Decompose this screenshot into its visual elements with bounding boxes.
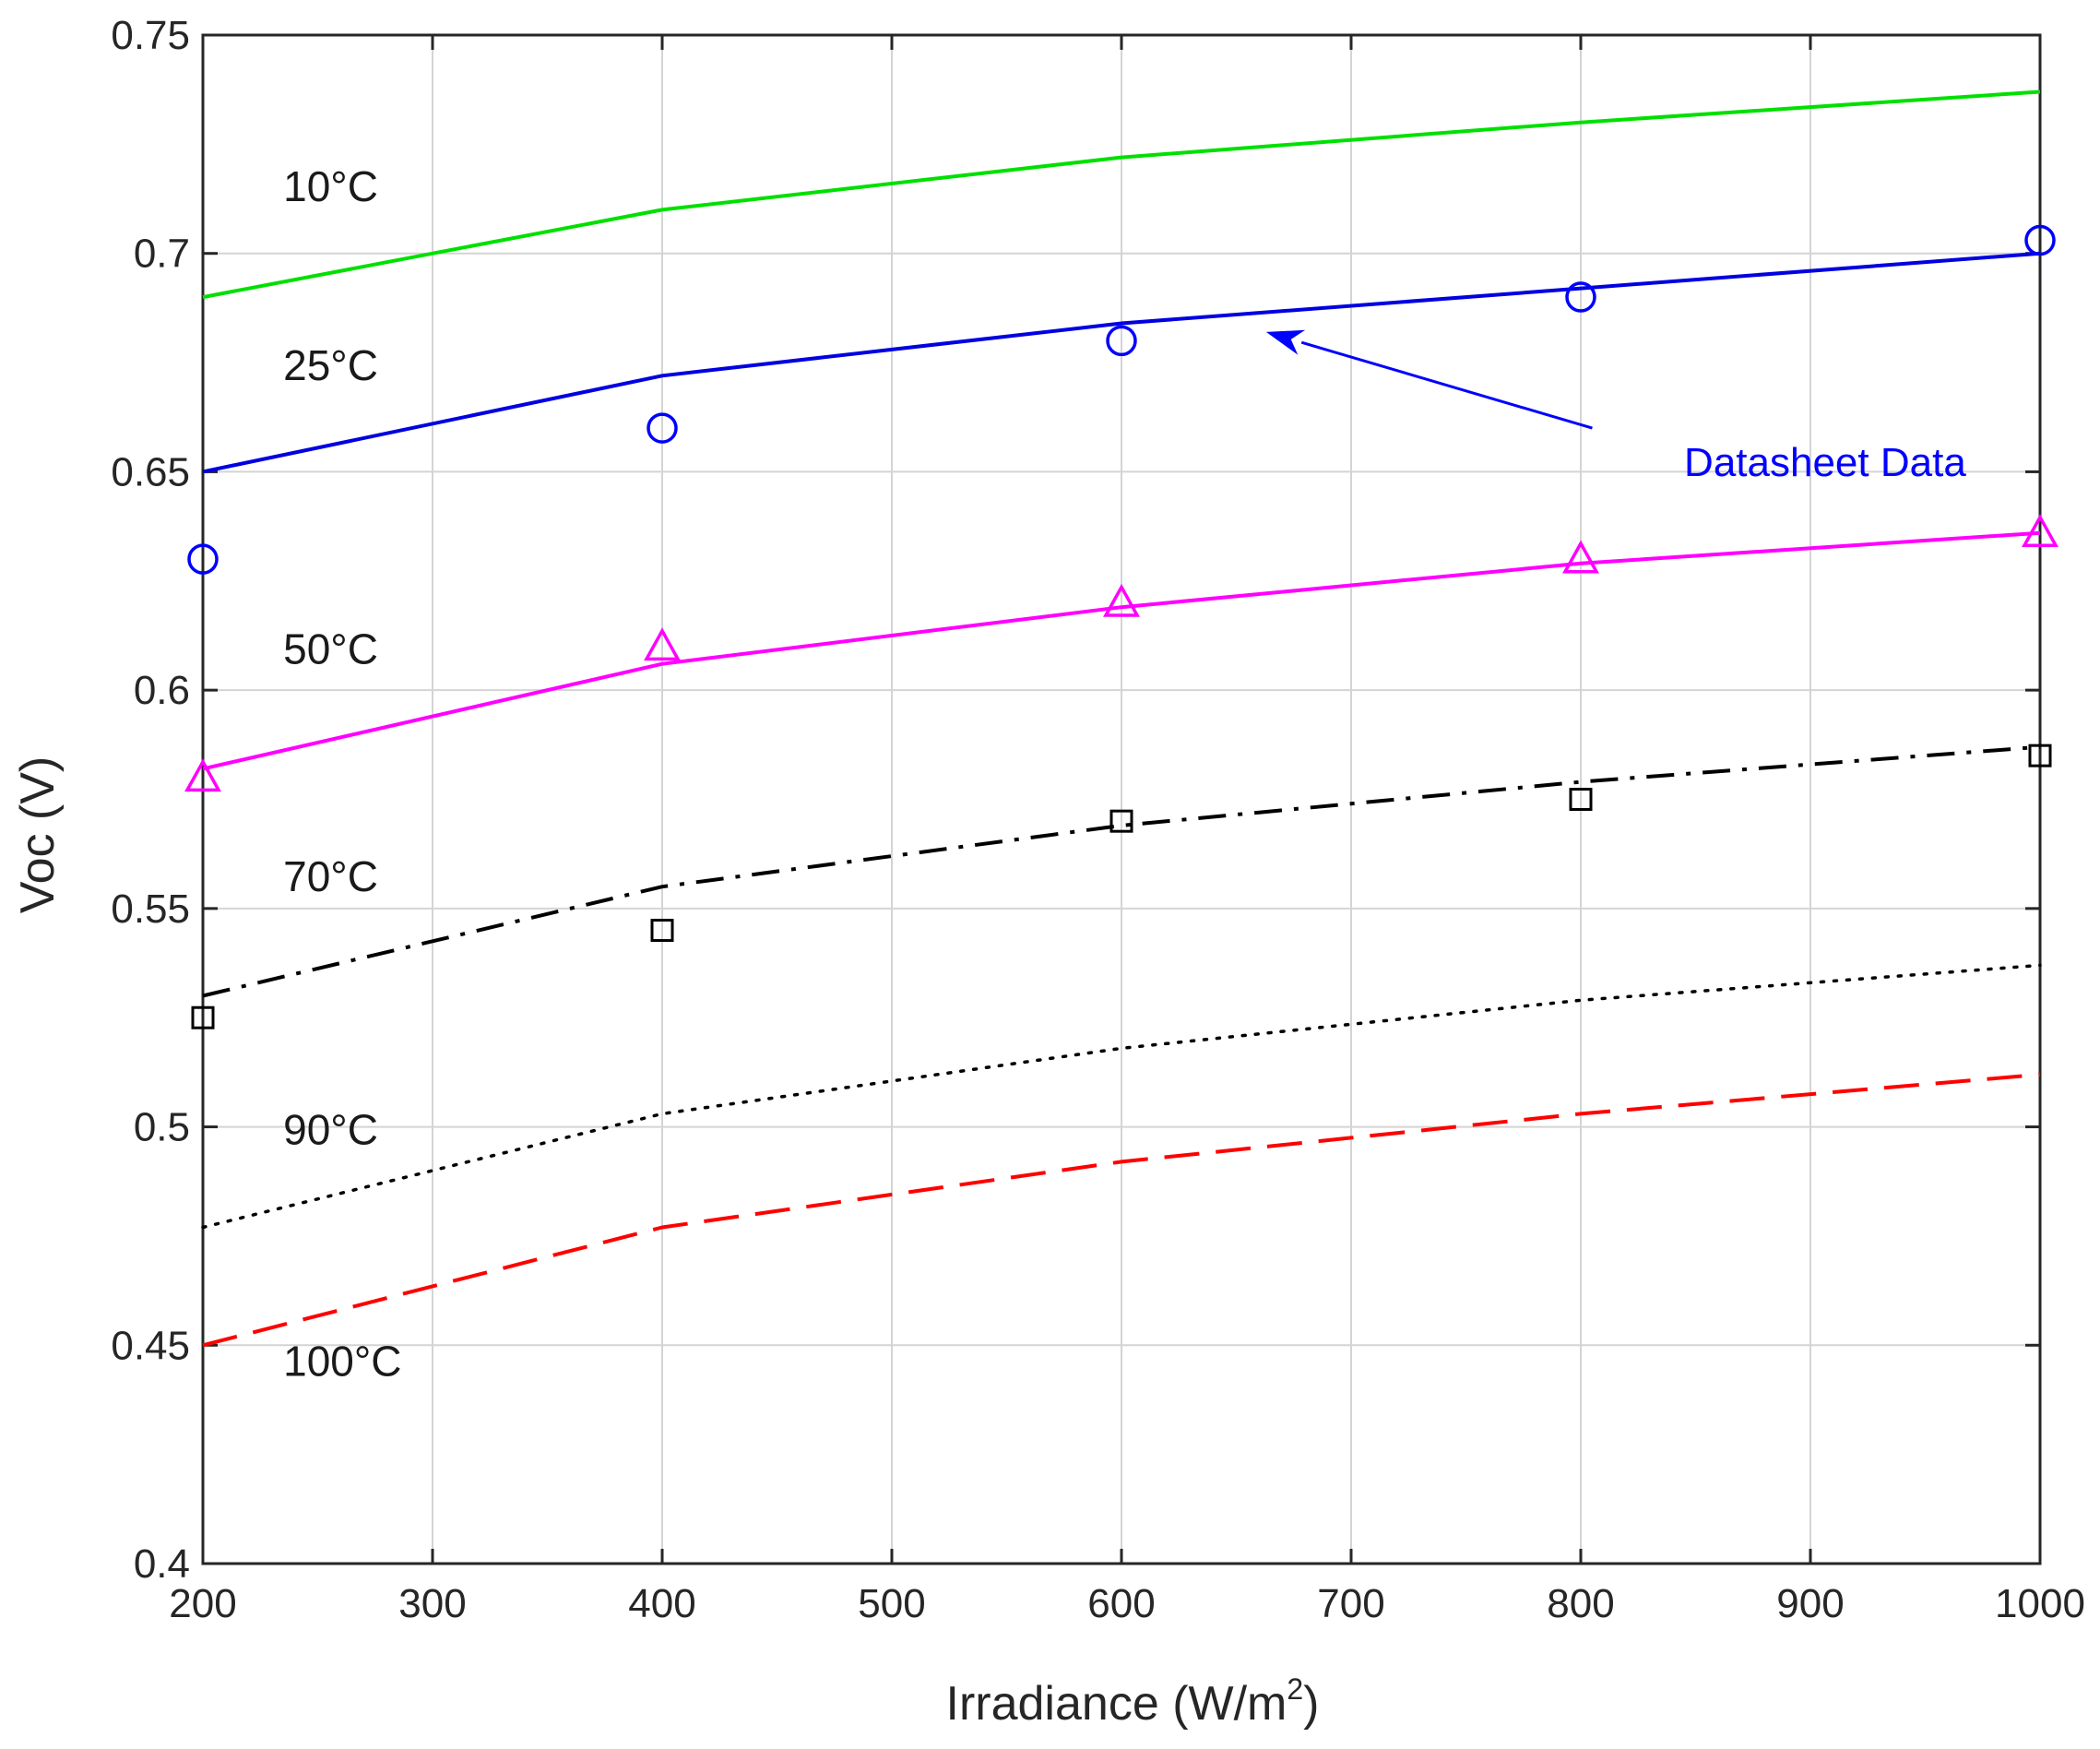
series-line-10C	[202, 89, 2041, 300]
x-tick-label: 900	[1776, 1581, 1844, 1626]
y-axis-title: Voc (V)	[11, 756, 65, 914]
curve-label: 100°C	[283, 1337, 401, 1385]
datasheet-marker-triangle	[1562, 540, 1599, 574]
y-tick-label: 0.65	[111, 449, 190, 494]
y-tick-label: 0.75	[111, 13, 190, 58]
x-tick-label: 400	[628, 1581, 695, 1626]
datasheet-marker-circle	[1565, 281, 1596, 313]
x-tick-label: 300	[398, 1581, 466, 1626]
y-tick-label: 0.6	[134, 668, 190, 713]
datasheet-marker-triangle	[184, 758, 221, 792]
series-line-90C	[201, 963, 2042, 1230]
series-line-50C	[202, 530, 2041, 771]
x-axis-title-suffix: )	[1303, 1677, 1319, 1731]
y-tick-label: 0.4	[134, 1541, 190, 1587]
y-tick-label: 0.5	[134, 1105, 190, 1150]
y-tick-label: 0.45	[111, 1323, 190, 1368]
annotation-text: Datasheet Data	[1684, 440, 1966, 485]
datasheet-marker-triangle	[2022, 514, 2058, 548]
labels-layer: 10°C 25°C 50°C 70°C 90°C 100°C	[283, 162, 401, 1386]
datasheet-marker-circle	[647, 412, 678, 444]
annotation-arrow-shaft	[1300, 340, 1593, 430]
datasheet-marker-square	[191, 1005, 215, 1029]
curve-label: 70°C	[283, 852, 378, 900]
y-tick-label: 0.55	[111, 886, 190, 932]
annotation-arrow-head	[1265, 329, 1306, 355]
x-axis-title-superscript: 2	[1287, 1672, 1303, 1706]
datasheet-marker-triangle	[644, 627, 681, 661]
ticks-layer: 200 300 400 500 600 700 800 900 1000 0.4 0.45 0.5 0.…	[111, 13, 2085, 1626]
markers-layer	[184, 224, 2058, 1029]
x-tick-label: 500	[858, 1581, 925, 1626]
x-tick-label: 1000	[1995, 1581, 2085, 1626]
x-tick-label: 800	[1547, 1581, 1614, 1626]
curve-label: 25°C	[283, 341, 378, 389]
curve-label: 10°C	[283, 162, 378, 210]
datasheet-marker-square	[1569, 788, 1593, 811]
datasheet-marker-circle	[187, 543, 219, 575]
series-layer	[201, 89, 2042, 1348]
series-line-25C	[202, 251, 2041, 474]
y-tick-label: 0.7	[134, 232, 190, 277]
x-tick-label: 600	[1087, 1581, 1155, 1626]
x-axis-title: Irradiance (W/m2)	[946, 1672, 1320, 1731]
x-tick-label: 700	[1317, 1581, 1384, 1626]
datasheet-marker-circle	[1106, 325, 1137, 357]
x-tick-label: 200	[169, 1581, 236, 1626]
curve-label: 50°C	[283, 625, 378, 673]
datasheet-marker-square	[650, 919, 674, 943]
datasheet-marker-square	[2028, 744, 2052, 767]
datasheet-marker-triangle	[1103, 583, 1140, 617]
datasheet-marker-square	[1109, 809, 1133, 833]
annotation-layer: Datasheet Data	[1265, 329, 1966, 485]
series-line-100C	[202, 1072, 2041, 1348]
x-axis-title-main: Irradiance (W/m	[946, 1677, 1287, 1731]
datasheet-marker-circle	[2024, 224, 2056, 256]
curve-label: 90°C	[283, 1106, 378, 1154]
